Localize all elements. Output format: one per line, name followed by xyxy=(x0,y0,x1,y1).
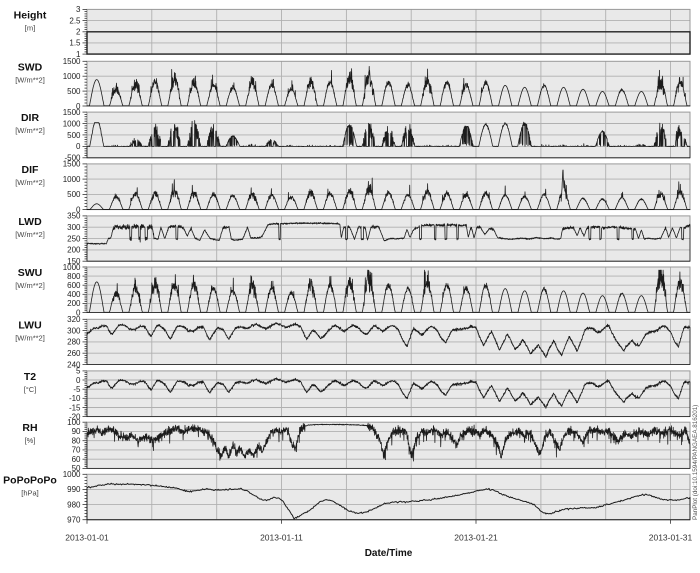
svg-text:970: 970 xyxy=(67,516,81,525)
svg-text:[hPa]: [hPa] xyxy=(21,488,39,497)
svg-text:320: 320 xyxy=(67,315,81,324)
svg-text:0: 0 xyxy=(76,142,81,151)
svg-text:60: 60 xyxy=(72,455,81,464)
svg-text:500: 500 xyxy=(67,190,81,199)
svg-text:200: 200 xyxy=(67,246,81,255)
svg-text:240: 240 xyxy=(67,360,81,369)
svg-text:LWD: LWD xyxy=(18,216,42,228)
svg-text:300: 300 xyxy=(67,326,81,335)
svg-text:50: 50 xyxy=(72,464,81,473)
svg-text:1000: 1000 xyxy=(63,72,81,81)
svg-text:2: 2 xyxy=(76,28,81,37)
svg-text:[W/m**2]: [W/m**2] xyxy=(15,333,45,342)
svg-text:800: 800 xyxy=(67,272,81,281)
svg-text:-5: -5 xyxy=(73,385,81,394)
svg-text:Height: Height xyxy=(14,9,47,21)
svg-text:LWU: LWU xyxy=(18,319,41,331)
svg-text:-15: -15 xyxy=(69,403,81,412)
svg-text:1.5: 1.5 xyxy=(69,39,81,48)
svg-text:0: 0 xyxy=(76,102,81,111)
svg-text:-500: -500 xyxy=(64,154,81,163)
svg-text:400: 400 xyxy=(67,290,81,299)
svg-text:[W/m**2]: [W/m**2] xyxy=(15,230,45,239)
svg-text:2.5: 2.5 xyxy=(69,16,81,25)
svg-text:0: 0 xyxy=(76,376,81,385)
svg-text:1500: 1500 xyxy=(63,160,81,169)
svg-text:80: 80 xyxy=(72,437,81,446)
svg-text:1000: 1000 xyxy=(63,119,81,128)
svg-text:500: 500 xyxy=(67,131,81,140)
svg-text:250: 250 xyxy=(67,234,81,243)
svg-text:100: 100 xyxy=(67,418,81,427)
svg-text:1000: 1000 xyxy=(63,470,81,479)
svg-text:980: 980 xyxy=(67,500,81,509)
svg-text:2013-01-21: 2013-01-21 xyxy=(454,533,498,543)
svg-text:2013-01-31: 2013-01-31 xyxy=(649,533,693,543)
svg-text:PanPlot (doi:10.1594/PANGAEA.8: PanPlot (doi:10.1594/PANGAEA.816201) xyxy=(692,405,699,520)
svg-text:Date/Time: Date/Time xyxy=(365,548,413,559)
svg-text:0: 0 xyxy=(76,308,81,317)
svg-text:DIR: DIR xyxy=(21,112,40,124)
svg-text:1500: 1500 xyxy=(63,108,81,117)
svg-text:1: 1 xyxy=(76,50,81,59)
svg-text:5: 5 xyxy=(76,367,81,376)
svg-text:[W/m**2]: [W/m**2] xyxy=(15,126,45,135)
svg-text:1000: 1000 xyxy=(63,175,81,184)
svg-text:[%]: [%] xyxy=(25,436,36,445)
svg-text:DIF: DIF xyxy=(22,164,40,176)
svg-text:1500: 1500 xyxy=(63,57,81,66)
svg-text:500: 500 xyxy=(67,87,81,96)
svg-text:70: 70 xyxy=(72,446,81,455)
svg-text:280: 280 xyxy=(67,338,81,347)
svg-text:PoPoPoPo: PoPoPoPo xyxy=(3,474,57,486)
svg-text:200: 200 xyxy=(67,299,81,308)
svg-text:[°C]: [°C] xyxy=(24,385,37,394)
svg-text:[W/m**2]: [W/m**2] xyxy=(15,281,45,290)
svg-text:RH: RH xyxy=(22,422,37,434)
svg-text:90: 90 xyxy=(72,427,81,436)
svg-text:SWD: SWD xyxy=(18,61,43,73)
svg-text:SWU: SWU xyxy=(18,267,43,279)
svg-text:[W/m**2]: [W/m**2] xyxy=(15,75,45,84)
svg-text:990: 990 xyxy=(67,485,81,494)
svg-text:2013-01-11: 2013-01-11 xyxy=(260,533,303,543)
svg-text:2013-01-01: 2013-01-01 xyxy=(65,533,109,543)
svg-text:150: 150 xyxy=(67,257,81,266)
svg-text:600: 600 xyxy=(67,281,81,290)
svg-text:1000: 1000 xyxy=(63,263,81,272)
svg-text:3: 3 xyxy=(76,5,81,14)
svg-text:350: 350 xyxy=(67,212,81,221)
svg-text:-20: -20 xyxy=(69,412,81,421)
svg-text:-10: -10 xyxy=(69,394,81,403)
svg-text:T2: T2 xyxy=(24,371,36,383)
svg-text:300: 300 xyxy=(67,223,81,232)
svg-text:[W/m**2]: [W/m**2] xyxy=(15,178,45,187)
svg-text:0: 0 xyxy=(76,205,81,214)
svg-text:260: 260 xyxy=(67,349,81,358)
svg-text:[m]: [m] xyxy=(25,23,35,32)
